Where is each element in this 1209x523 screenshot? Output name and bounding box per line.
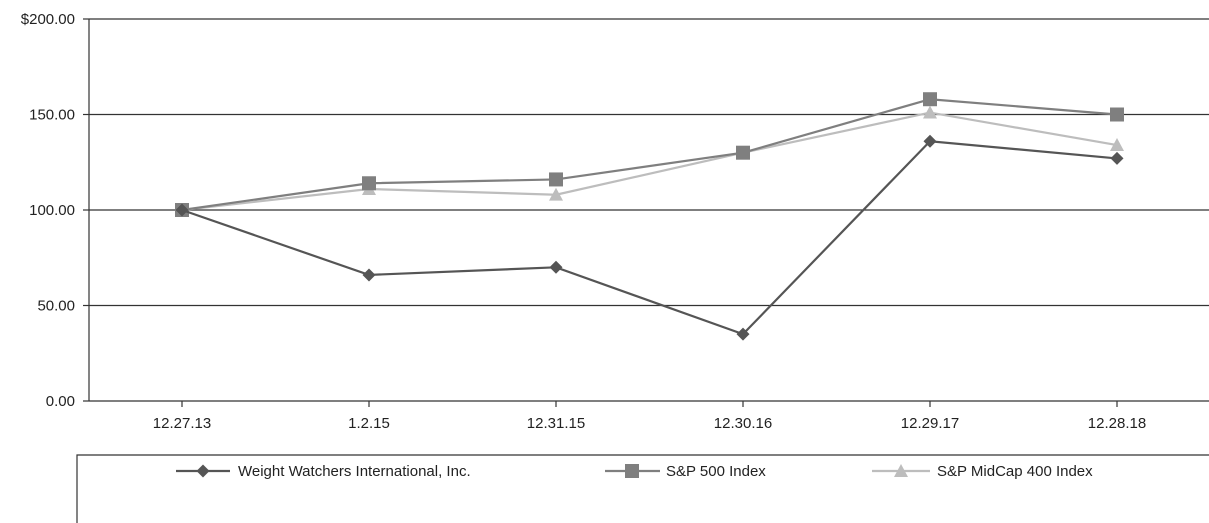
y-tick-label: 50.00: [37, 298, 75, 315]
legend-item: S&P 500 Index: [605, 463, 766, 480]
data-point-diamond: [175, 203, 189, 217]
data-point-square: [1110, 107, 1124, 122]
data-point-diamond: [923, 134, 937, 148]
legend-label: S&P 500 Index: [666, 463, 766, 480]
legend-item: Weight Watchers International, Inc.: [176, 463, 471, 480]
legend-label: Weight Watchers International, Inc.: [238, 463, 471, 480]
series-square: [175, 92, 1124, 217]
data-point-diamond: [1110, 151, 1124, 165]
x-tick-label: 12.31.15: [527, 415, 585, 432]
series-line: [181, 111, 1118, 212]
data-point-diamond: [549, 260, 563, 274]
data-point-triangle: [549, 187, 563, 201]
x-tick-label: 12.29.17: [901, 415, 959, 432]
series-triangle: [175, 105, 1124, 216]
x-tick-label: 1.2.15: [348, 415, 390, 432]
data-point-square: [923, 92, 937, 107]
y-tick-label: 150.00: [29, 107, 75, 124]
data-point-square: [625, 464, 639, 478]
series-group: [175, 92, 1124, 341]
legend: Weight Watchers International, Inc. S&P 5…: [76, 454, 1209, 523]
data-point-triangle: [923, 105, 937, 119]
data-point-diamond: [362, 268, 376, 282]
legend-box: [76, 454, 1209, 523]
x-tick-label: 12.27.13: [153, 415, 211, 432]
axes: $200.00 150.00 100.00 50.00 0.00 12.27.13 1.2.…: [21, 11, 1146, 432]
series-line: [181, 98, 1118, 212]
data-point-diamond: [736, 327, 750, 341]
series-line: [181, 140, 1118, 336]
y-tick-label: 100.00: [29, 202, 75, 219]
series-diamond: [175, 134, 1124, 341]
y-tick-label: $200.00: [21, 11, 75, 28]
legend-item: S&P MidCap 400 Index: [872, 463, 1093, 480]
gridlines: [89, 18, 1209, 402]
data-point-diamond: [196, 464, 210, 478]
legend-label: S&P MidCap 400 Index: [937, 463, 1093, 480]
data-point-square: [549, 172, 563, 187]
data-point-square: [362, 176, 376, 191]
y-tick-label: 0.00: [46, 393, 75, 410]
x-tick-label: 12.30.16: [714, 415, 772, 432]
data-point-square: [736, 145, 750, 160]
data-point-triangle: [894, 464, 908, 477]
x-tick-label: 12.28.18: [1088, 415, 1146, 432]
data-point-triangle: [1110, 138, 1124, 152]
